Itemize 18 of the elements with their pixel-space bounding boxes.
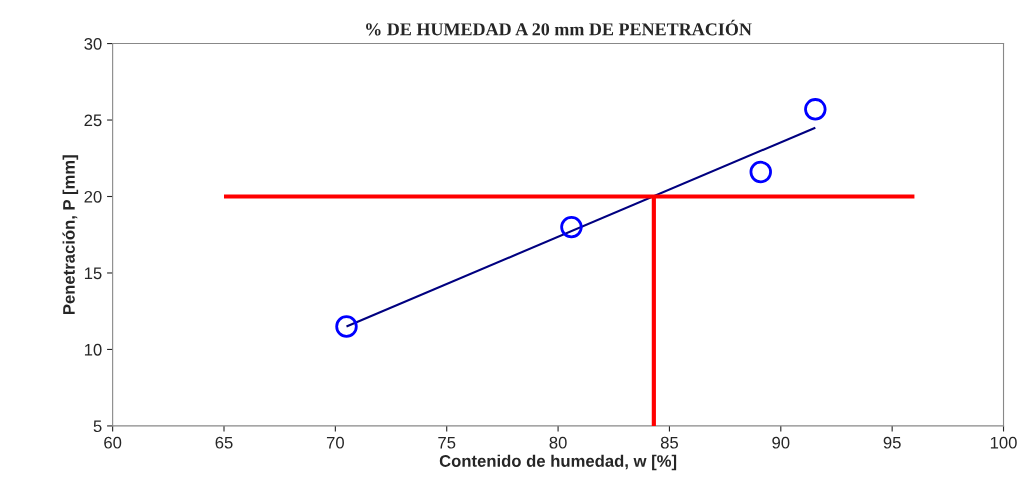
x-tick-label: 60 (104, 436, 122, 449)
y-tick-label: 20 (84, 190, 102, 203)
x-tick-label: 100 (990, 436, 1017, 449)
x-tick-label: 70 (326, 436, 344, 449)
x-tick-label: 90 (772, 436, 790, 449)
y-tick-label: 25 (84, 114, 102, 127)
y-tick-label: 10 (84, 343, 102, 356)
x-axis-title: Contenido de humedad, w [%] (439, 454, 677, 471)
x-tick-label: 80 (549, 436, 567, 449)
x-tick-label: 65 (215, 436, 233, 449)
y-axis-title: Penetración, P [mm] (62, 155, 79, 315)
y-tick-label: 5 (93, 420, 102, 433)
x-tick-label: 95 (883, 436, 901, 449)
y-tick-label: 30 (84, 37, 102, 50)
y-tick-label: 15 (84, 267, 102, 280)
chart-title: % DE HUMEDAD A 20 mm DE PENETRACIÓN (366, 19, 752, 36)
x-tick-label: 85 (660, 436, 679, 449)
x-tick-label: 75 (438, 436, 456, 449)
